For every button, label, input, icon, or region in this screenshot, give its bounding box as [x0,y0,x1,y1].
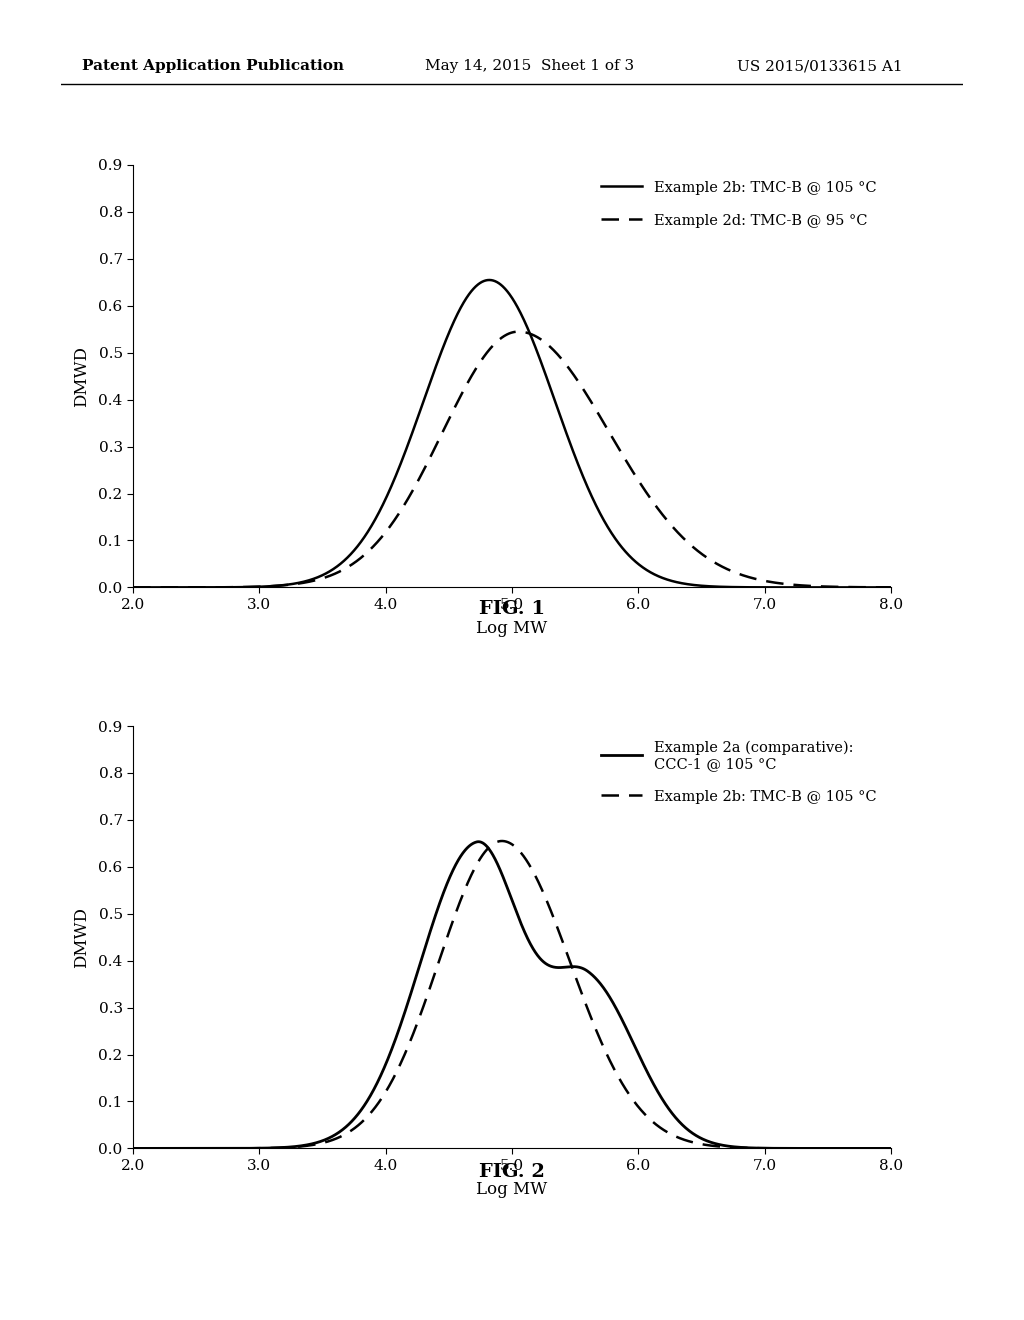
Y-axis label: DMWD: DMWD [73,907,90,968]
Legend: Example 2a (comparative):
CCC-1 @ 105 °C, Example 2b: TMC-B @ 105 °C: Example 2a (comparative): CCC-1 @ 105 °C… [594,734,884,812]
Text: Patent Application Publication: Patent Application Publication [82,59,344,74]
Text: FIG. 1: FIG. 1 [479,599,545,618]
Text: US 2015/0133615 A1: US 2015/0133615 A1 [737,59,903,74]
Y-axis label: DMWD: DMWD [73,346,90,407]
Text: FIG. 2: FIG. 2 [479,1163,545,1181]
X-axis label: Log MW: Log MW [476,620,548,638]
X-axis label: Log MW: Log MW [476,1181,548,1199]
Legend: Example 2b: TMC-B @ 105 °C, Example 2d: TMC-B @ 95 °C: Example 2b: TMC-B @ 105 °C, Example 2d: … [594,173,884,235]
Text: May 14, 2015  Sheet 1 of 3: May 14, 2015 Sheet 1 of 3 [425,59,634,74]
